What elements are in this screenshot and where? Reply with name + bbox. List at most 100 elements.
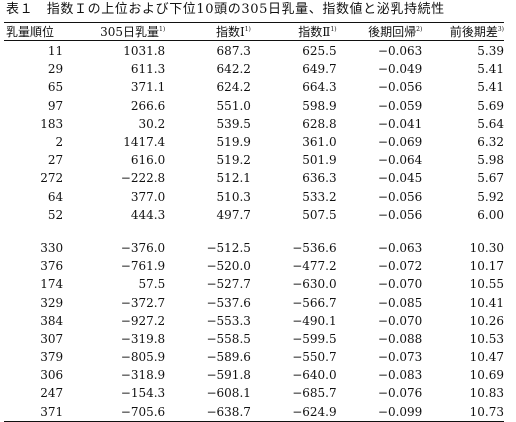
cell-index-1: 510.3 xyxy=(216,189,251,204)
cell-rank: 64 xyxy=(47,189,64,204)
cell-rank: 330 xyxy=(40,240,64,255)
cell-early-late-diff: 5.67 xyxy=(477,171,504,186)
cell-late-regression: −0.069 xyxy=(377,135,423,150)
cell-milk-yield: 30.2 xyxy=(138,116,166,131)
footnote-mark: 1) xyxy=(244,26,251,33)
header-label: 指数Ⅰ xyxy=(215,25,245,39)
cell-index-1: 519.9 xyxy=(216,135,251,150)
header-index-2: 指数Ⅱ1) xyxy=(251,23,336,41)
cell-late-regression: −0.099 xyxy=(336,402,423,422)
cell-index-2: −624.9 xyxy=(250,402,337,422)
cell-rank: 65 xyxy=(47,80,64,95)
footnote-mark: 2) xyxy=(416,26,423,33)
cell-rank: 384 xyxy=(40,313,64,328)
cell-milk-yield: 57.5 xyxy=(138,277,166,292)
cell-milk-yield: −805.9 xyxy=(120,350,166,365)
document-page: 表１ 指数Ｉの上位および下位10頭の305日乳量、指数値と泌乳持続性 乳量順位 … xyxy=(4,2,504,422)
cell-early-late-diff: 10.53 xyxy=(469,331,504,346)
cell-early-late-diff: 5.98 xyxy=(477,153,504,168)
table-row: 64 377.0 510.3 533.2 −0.056 5.92 xyxy=(4,188,504,206)
cell-late-regression: −0.041 xyxy=(377,116,423,131)
cell-index-1: −558.5 xyxy=(206,331,251,346)
cell-rank: 29 xyxy=(47,62,64,77)
cell-milk-yield: −705.6 xyxy=(63,402,166,422)
header-early-late-diff: 前後期差3) xyxy=(422,23,504,41)
cell-early-late-diff: 5.39 xyxy=(477,44,504,59)
cell-index-1: −512.5 xyxy=(206,240,251,255)
table-row: 384 −927.2 −553.3 −490.1 −0.070 10.26 xyxy=(4,312,504,330)
cell-milk-yield: −372.7 xyxy=(120,295,166,310)
cell-index-2: 501.9 xyxy=(302,153,337,168)
cell-rank: 11 xyxy=(47,44,64,59)
cell-late-regression: −0.072 xyxy=(377,259,423,274)
cell-early-late-diff: 10.73 xyxy=(422,402,504,422)
cell-index-2: −599.5 xyxy=(292,331,337,346)
cell-late-regression: −0.056 xyxy=(377,80,423,95)
cell-index-2: −550.7 xyxy=(292,350,337,365)
table-row: 65 371.1 624.2 664.3 −0.056 5.41 xyxy=(4,78,504,96)
cell-rank: 183 xyxy=(40,116,64,131)
table-header: 乳量順位 305日乳量1) 指数Ⅰ1) 指数Ⅱ1) 後期回帰2) 前後期差3) xyxy=(4,22,504,41)
cell-early-late-diff: 10.26 xyxy=(469,313,504,328)
cell-index-2: 598.9 xyxy=(302,98,337,113)
cell-late-regression: −0.088 xyxy=(377,331,423,346)
cell-index-1: 642.2 xyxy=(216,62,251,77)
header-rank: 乳量順位 xyxy=(4,23,63,41)
cell-index-1: −638.7 xyxy=(165,402,251,422)
cell-rank: 306 xyxy=(40,368,64,383)
table-row: 2 1417.4 519.9 361.0 −0.069 6.32 xyxy=(4,133,504,151)
cell-index-1: −589.6 xyxy=(206,350,251,365)
header-label: 指数Ⅱ xyxy=(298,25,331,39)
cell-index-2: 507.5 xyxy=(302,207,337,222)
spacer-cell xyxy=(4,224,504,239)
cell-milk-yield: 266.6 xyxy=(130,98,166,113)
cell-index-2: 636.3 xyxy=(302,171,337,186)
cell-late-regression: −0.059 xyxy=(377,98,423,113)
cell-rank: 27 xyxy=(47,153,64,168)
table-row: 97 266.6 551.0 598.9 −0.059 5.69 xyxy=(4,97,504,115)
table-row: 371 −705.6 −638.7 −624.9 −0.099 10.73 xyxy=(4,402,504,422)
table-row: 247 −154.3 −608.1 −685.7 −0.076 10.83 xyxy=(4,384,504,402)
footnote-mark: 3) xyxy=(497,26,504,33)
cell-index-1: 687.3 xyxy=(216,44,251,59)
cell-index-1: 539.5 xyxy=(216,116,251,131)
cell-early-late-diff: 10.69 xyxy=(469,368,504,383)
table-row: 272 −222.8 512.1 636.3 −0.045 5.67 xyxy=(4,169,504,187)
cell-index-1: 551.0 xyxy=(216,98,251,113)
cell-early-late-diff: 5.41 xyxy=(477,62,504,77)
cell-late-regression: −0.063 xyxy=(377,44,423,59)
cell-milk-yield: −222.8 xyxy=(120,171,166,186)
data-table: 乳量順位 305日乳量1) 指数Ⅰ1) 指数Ⅱ1) 後期回帰2) 前後期差3) … xyxy=(4,22,504,422)
cell-index-2: 664.3 xyxy=(302,80,337,95)
cell-rank: 307 xyxy=(40,331,64,346)
cell-early-late-diff: 10.47 xyxy=(469,350,504,365)
cell-early-late-diff: 10.17 xyxy=(469,259,504,274)
cell-late-regression: −0.073 xyxy=(377,350,423,365)
header-late-regression: 後期回帰2) xyxy=(337,23,423,41)
cell-late-regression: −0.056 xyxy=(377,189,423,204)
header-label: 305日乳量 xyxy=(100,25,160,39)
header-label: 後期回帰 xyxy=(368,25,417,39)
header-milk-yield: 305日乳量1) xyxy=(63,23,165,41)
cell-rank: 272 xyxy=(40,171,64,186)
cell-index-1: 497.7 xyxy=(216,207,251,222)
cell-milk-yield: 377.0 xyxy=(130,189,166,204)
cell-milk-yield: −154.3 xyxy=(120,386,166,401)
cell-index-1: −591.8 xyxy=(206,368,251,383)
cell-late-regression: −0.076 xyxy=(377,386,423,401)
cell-rank: 247 xyxy=(40,386,64,401)
cell-late-regression: −0.063 xyxy=(377,240,423,255)
table-row: 11 1031.8 687.3 625.5 −0.063 5.39 xyxy=(4,41,504,61)
cell-milk-yield: 444.3 xyxy=(130,207,166,222)
cell-early-late-diff: 5.69 xyxy=(477,98,504,113)
cell-index-2: 625.5 xyxy=(302,44,337,59)
cell-index-1: −537.6 xyxy=(206,295,251,310)
cell-index-1: −608.1 xyxy=(206,386,251,401)
cell-index-2: −490.1 xyxy=(292,313,337,328)
cell-index-2: −566.7 xyxy=(292,295,337,310)
table-row: 329 −372.7 −537.6 −566.7 −0.085 10.41 xyxy=(4,293,504,311)
footnote-mark: 1) xyxy=(159,26,166,33)
cell-rank: 371 xyxy=(4,402,64,422)
cell-early-late-diff: 5.64 xyxy=(477,116,504,131)
top-10-group: 11 1031.8 687.3 625.5 −0.063 5.39 29 611.3 642.2… xyxy=(4,41,504,224)
